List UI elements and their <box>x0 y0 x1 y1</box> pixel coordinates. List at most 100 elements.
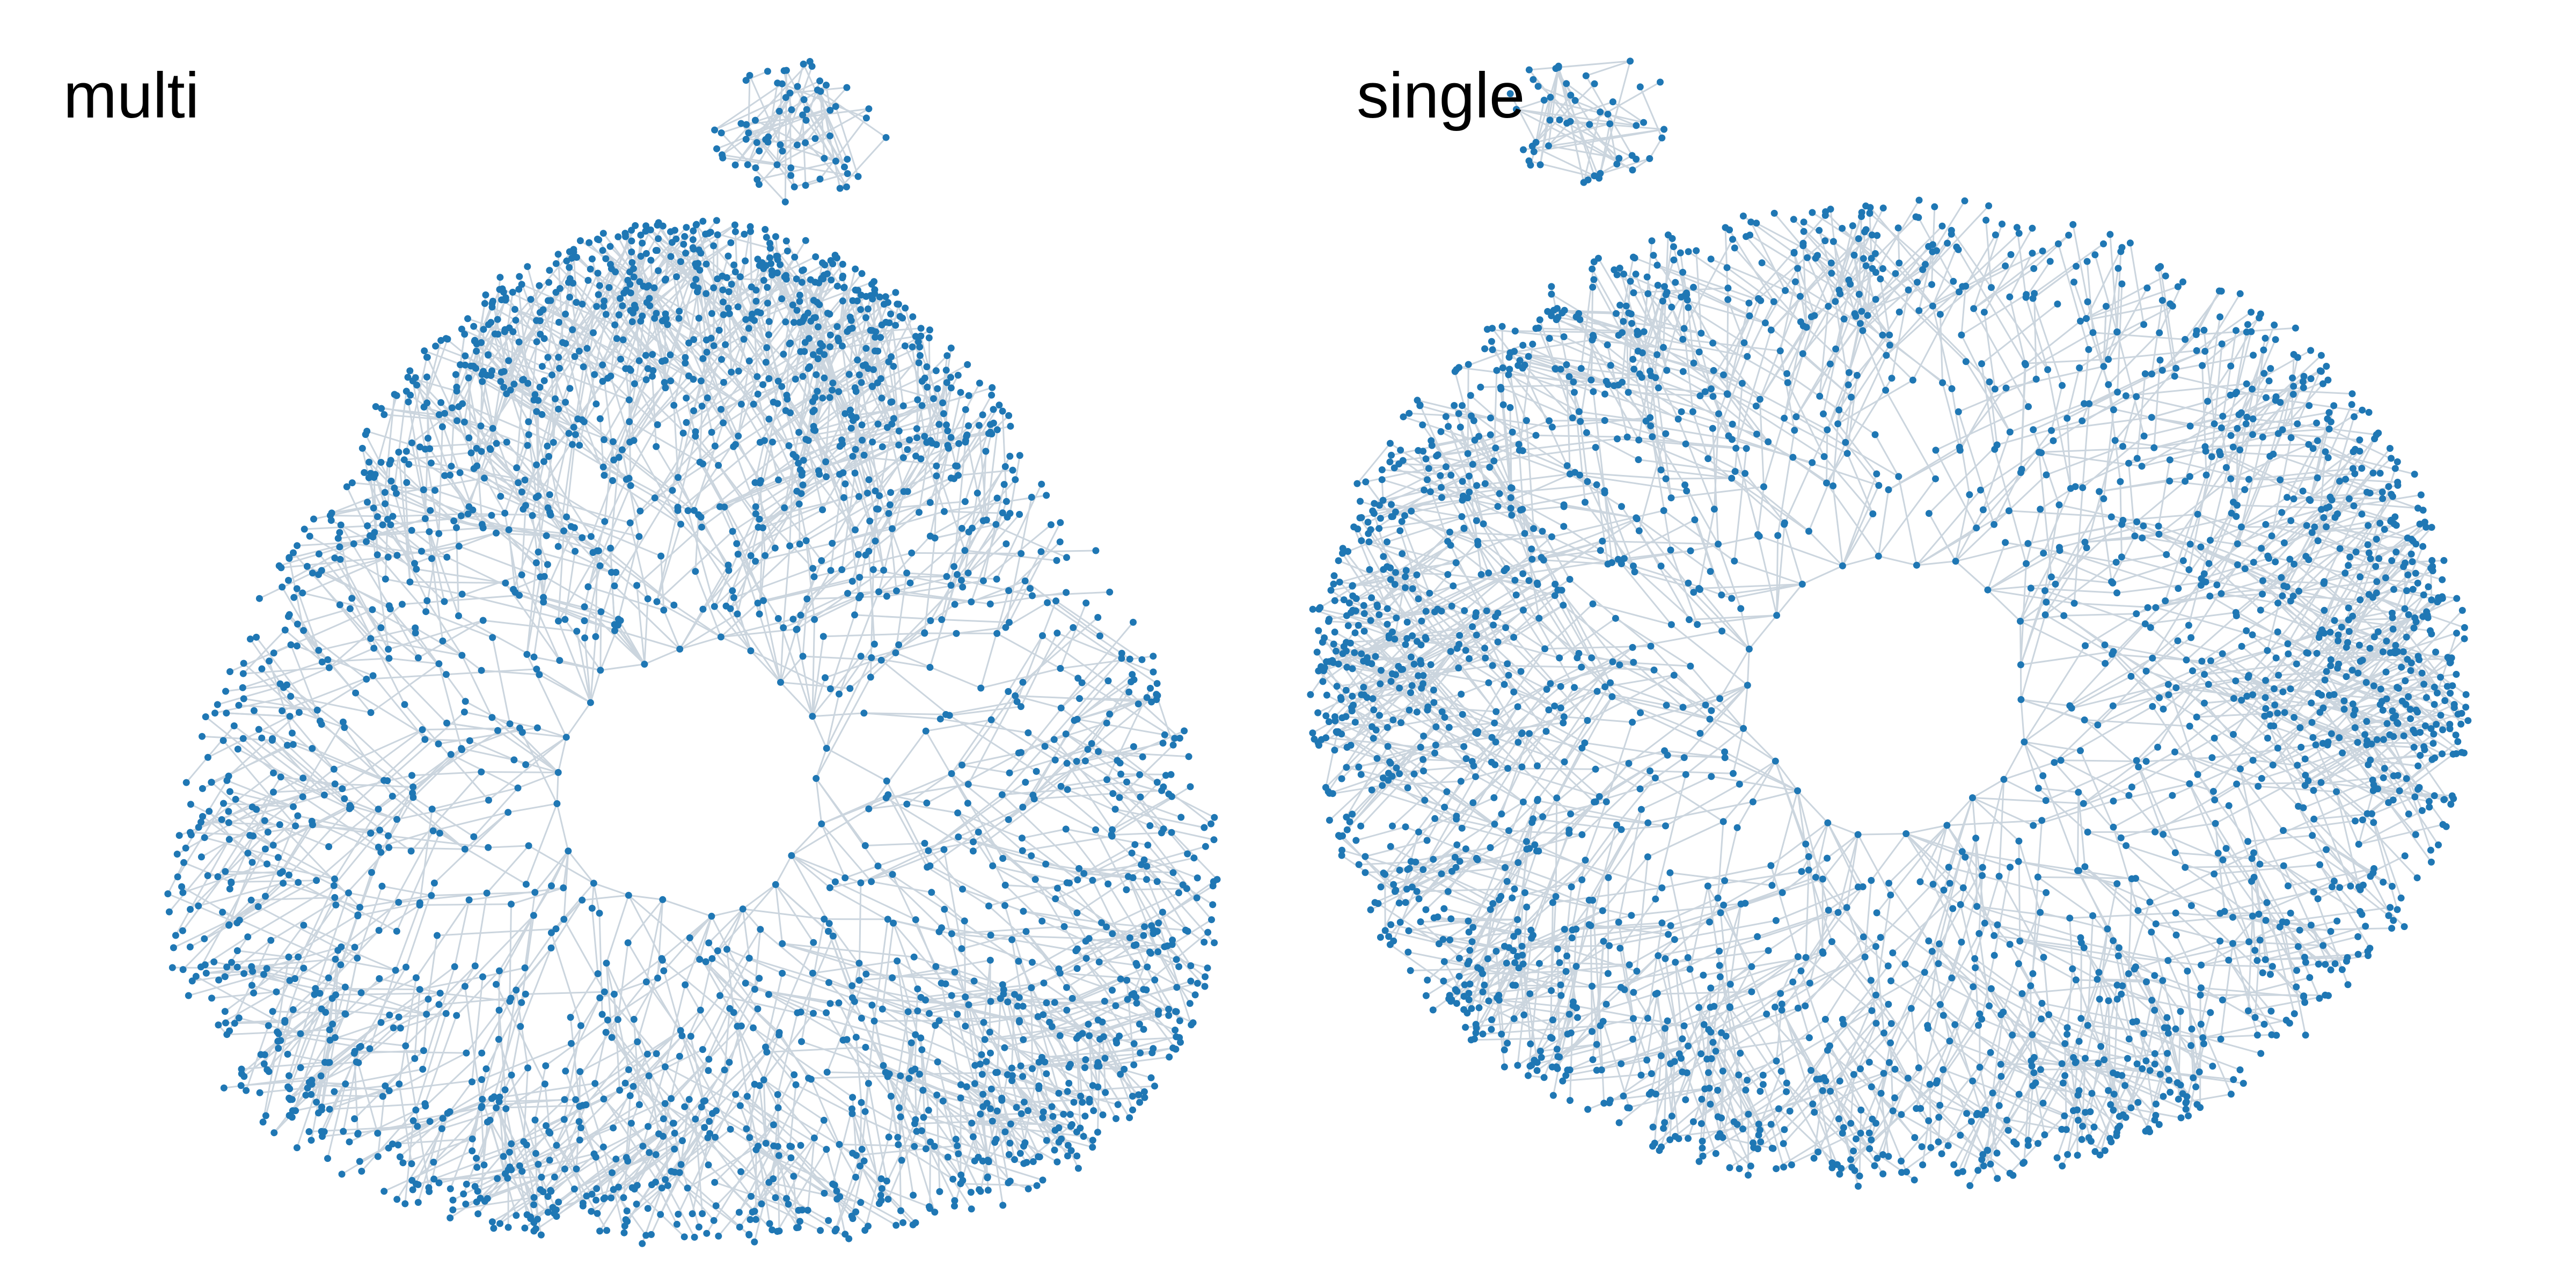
graph-node <box>609 438 617 445</box>
graph-node <box>270 788 277 796</box>
graph-edge <box>961 931 1027 950</box>
graph-node <box>370 504 377 512</box>
graph-node <box>749 310 756 318</box>
graph-node <box>957 1171 965 1179</box>
graph-edge <box>464 986 482 1108</box>
graph-node <box>918 1046 926 1053</box>
graph-edge <box>188 974 264 997</box>
graph-node <box>173 851 181 858</box>
graph-node <box>1049 1113 1057 1120</box>
graph-node <box>998 791 1006 799</box>
graph-node <box>747 1216 754 1223</box>
graph-edge <box>613 489 674 587</box>
graph-edge <box>687 435 739 511</box>
graph-node <box>1150 668 1157 676</box>
graph-edge <box>483 619 577 632</box>
graph-node <box>763 344 771 352</box>
graph-node <box>845 371 853 378</box>
graph-node <box>940 846 948 853</box>
graph-edge <box>169 839 230 913</box>
graph-node <box>852 1174 859 1181</box>
graph-node <box>487 446 494 453</box>
graph-edge <box>990 1088 1009 1183</box>
graph-node <box>538 363 546 370</box>
graph-node <box>430 879 438 887</box>
graph-edge <box>547 299 632 371</box>
graph-edge <box>488 354 553 376</box>
graph-node <box>261 1051 268 1058</box>
graph-node <box>544 1209 552 1216</box>
graph-edge <box>499 1168 577 1225</box>
graph-node <box>523 650 531 658</box>
graph-edge <box>926 751 1022 804</box>
graph-node <box>186 943 194 950</box>
graph-node <box>787 1154 795 1161</box>
graph-node <box>912 333 919 340</box>
graph-edge <box>590 536 675 606</box>
graph-node <box>684 507 692 514</box>
graph-edge <box>1099 945 1168 963</box>
graph-node <box>948 992 955 999</box>
graph-edge <box>811 636 824 716</box>
graph-node <box>435 1179 443 1187</box>
graph-node <box>1162 772 1169 779</box>
graph-node <box>364 522 371 530</box>
graph-node <box>860 1157 868 1165</box>
graph-node <box>635 357 643 364</box>
graph-node <box>852 526 859 533</box>
graph-node <box>708 310 715 317</box>
graph-node <box>976 1060 984 1068</box>
graph-node <box>610 456 618 464</box>
graph-edge <box>811 655 862 717</box>
graph-node <box>758 1200 765 1208</box>
graph-edge <box>935 383 980 466</box>
graph-node <box>414 654 422 662</box>
graph-node <box>1079 1099 1086 1106</box>
graph-node <box>600 1095 608 1103</box>
graph-edge <box>726 909 744 950</box>
graph-edge <box>1141 845 1206 866</box>
graph-node <box>448 463 455 470</box>
graph-node <box>284 1083 291 1091</box>
graph-edge <box>426 965 476 1015</box>
graph-node <box>636 507 644 515</box>
graph-node <box>1020 908 1027 915</box>
graph-node <box>752 1146 760 1153</box>
graph-node <box>414 1181 422 1188</box>
graph-node <box>969 847 977 855</box>
graph-node <box>442 1010 450 1017</box>
graph-node <box>895 441 903 449</box>
graph-edge <box>860 848 945 884</box>
graph-edge <box>591 883 595 909</box>
graph-node <box>657 552 665 560</box>
graph-node <box>826 685 834 692</box>
graph-node <box>963 1083 970 1091</box>
graph-node <box>823 1146 830 1153</box>
graph-node <box>1019 1073 1027 1080</box>
graph-edge <box>930 497 998 537</box>
graph-edge <box>294 556 389 598</box>
graph-node <box>859 436 866 444</box>
graph-node <box>408 1177 416 1184</box>
graph-edge <box>280 821 313 874</box>
graph-edge <box>226 966 267 970</box>
graph-node <box>187 906 194 913</box>
graph-node <box>882 293 889 301</box>
graph-node <box>798 1038 805 1045</box>
graph-edge <box>860 582 911 597</box>
graph-node <box>539 1188 547 1196</box>
graph-edge <box>1113 789 1162 795</box>
graph-node <box>642 250 650 257</box>
graph-node <box>642 978 650 986</box>
graph-edge <box>996 633 1079 679</box>
graph-node <box>385 646 392 653</box>
graph-node <box>289 1006 297 1013</box>
graph-node <box>546 1129 554 1137</box>
graph-edge <box>1023 998 1128 1041</box>
graph-edge <box>815 748 828 779</box>
graph-edge <box>281 776 335 785</box>
graph-node <box>350 540 357 547</box>
graph-edge <box>715 1145 774 1206</box>
graph-edge <box>791 1146 838 1192</box>
graph-node <box>541 1080 548 1088</box>
